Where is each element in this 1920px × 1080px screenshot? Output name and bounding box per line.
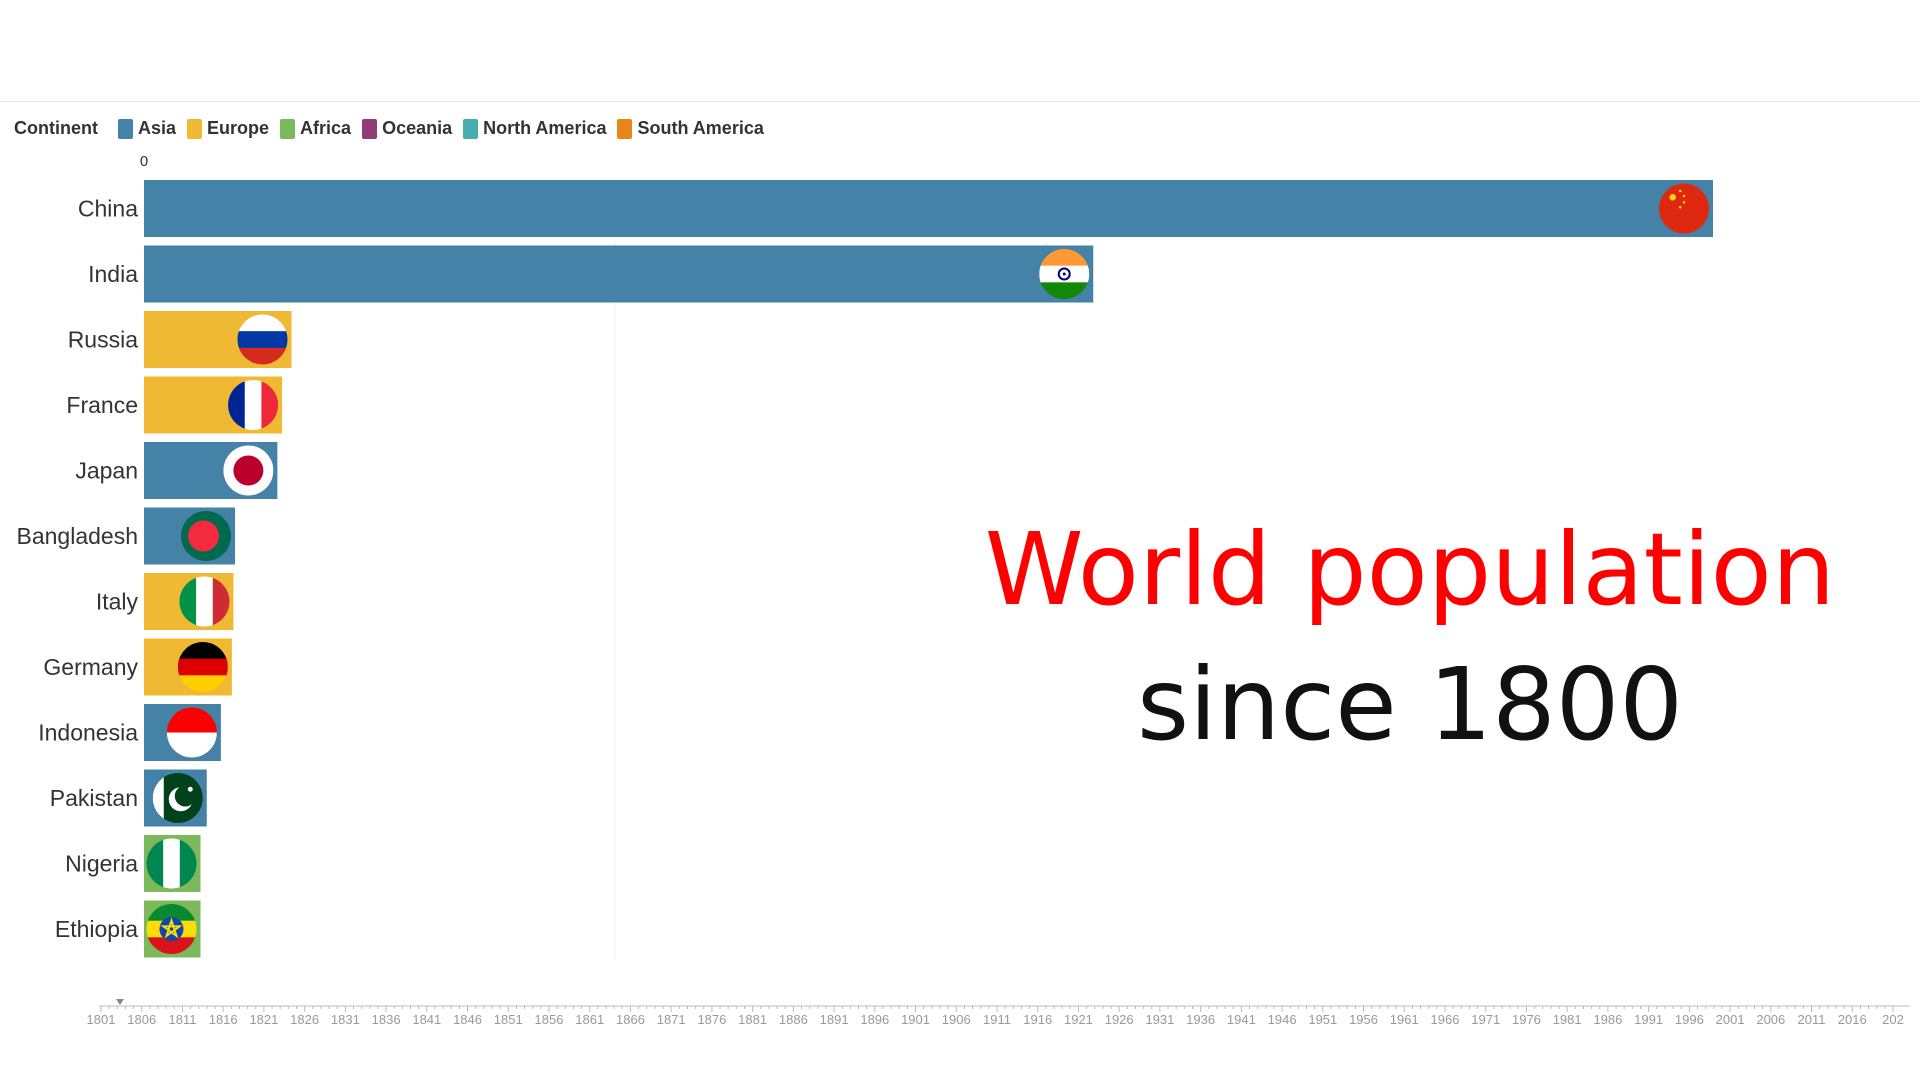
timeline-tick-label: 202: [1882, 1012, 1904, 1027]
timeline-tick-label: 1956: [1349, 1012, 1378, 1027]
timeline-tick-label: 1926: [1105, 1012, 1134, 1027]
timeline-tick-label: 1946: [1268, 1012, 1297, 1027]
timeline-tick-label: 1876: [697, 1012, 726, 1027]
timeline-tick-label: 1816: [209, 1012, 238, 1027]
timeline-handle-icon[interactable]: [116, 999, 124, 1005]
timeline-tick-label: 1986: [1593, 1012, 1622, 1027]
bar-group[interactable]: Nigeria: [65, 835, 200, 892]
timeline-tick-label: 1921: [1064, 1012, 1093, 1027]
bar-group[interactable]: Indonesia: [38, 704, 221, 761]
timeline-tick-label: 2016: [1838, 1012, 1867, 1027]
category-label: Bangladesh: [17, 523, 139, 549]
timeline-tick-label: 1966: [1431, 1012, 1460, 1027]
timeline-tick-label: 1901: [901, 1012, 930, 1027]
timeline-tick-label: 1991: [1634, 1012, 1663, 1027]
bar-group[interactable]: Bangladesh: [17, 508, 236, 565]
bar-china[interactable]: [144, 180, 1713, 237]
category-label: Nigeria: [65, 851, 138, 877]
bar-group[interactable]: Germany: [43, 639, 231, 696]
timeline-tick-label: 1896: [860, 1012, 889, 1027]
timeline-tick-label: 1806: [127, 1012, 156, 1027]
timeline-tick-label: 1886: [779, 1012, 808, 1027]
timeline-tick-label: 1831: [331, 1012, 360, 1027]
title-line-1: World population: [960, 510, 1860, 630]
timeline-tick-label: 1996: [1675, 1012, 1704, 1027]
category-label: Germany: [43, 654, 138, 680]
bar-group[interactable]: China: [78, 180, 1713, 237]
timeline-tick-label: 1911: [983, 1012, 1011, 1027]
pakistan-flag-icon: [153, 773, 203, 823]
category-label: China: [78, 196, 138, 222]
timeline-tick-label: 1821: [249, 1012, 278, 1027]
title-line-2: since 1800: [960, 645, 1860, 765]
timeline-tick-label: 1906: [942, 1012, 971, 1027]
category-label: Russia: [68, 327, 139, 353]
timeline-tick-label: 2001: [1716, 1012, 1745, 1027]
timeline-tick-label: 1916: [1023, 1012, 1052, 1027]
timeline-tick-label: 1931: [1145, 1012, 1174, 1027]
timeline-tick-label: 1936: [1186, 1012, 1215, 1027]
timeline-tick-label: 1881: [738, 1012, 767, 1027]
overlay-title: World population since 1800: [960, 510, 1860, 765]
timeline-tick-label: 1841: [412, 1012, 441, 1027]
timeline-tick-label: 1826: [290, 1012, 319, 1027]
timeline-tick-label: 1891: [820, 1012, 849, 1027]
timeline-tick-label: 1866: [616, 1012, 645, 1027]
timeline-axis[interactable]: 1801 1806 1811 1816 1821 1826 1831 1836 1841 1846…: [87, 999, 1910, 1027]
timeline-tick-label: 1951: [1308, 1012, 1337, 1027]
timeline-tick-label: 1861: [575, 1012, 604, 1027]
bar-india[interactable]: [144, 246, 1093, 303]
bar-group[interactable]: Japan: [75, 442, 277, 499]
timeline-tick-label: 1846: [453, 1012, 482, 1027]
category-label: France: [66, 392, 138, 418]
china-flag-icon: [1659, 184, 1709, 234]
bar-group[interactable]: Russia: [68, 311, 292, 368]
timeline-tick-label: 1836: [372, 1012, 401, 1027]
bar-group[interactable]: Ethiopia: [55, 901, 201, 958]
bangladesh-flag-icon: [181, 511, 231, 561]
category-label: India: [88, 261, 138, 287]
timeline-tick-label: 1976: [1512, 1012, 1541, 1027]
timeline-tick-label: 1941: [1227, 1012, 1256, 1027]
timeline-tick-label: 1971: [1471, 1012, 1500, 1027]
timeline-tick-label: 1981: [1553, 1012, 1582, 1027]
timeline-tick-label: 1811: [168, 1012, 196, 1027]
timeline-tick-label: 1871: [657, 1012, 686, 1027]
timeline-tick-label: 2006: [1756, 1012, 1785, 1027]
timeline-tick-label: 2011: [1798, 1012, 1826, 1027]
timeline-tick-label: 1856: [535, 1012, 564, 1027]
bar-group[interactable]: Italy: [96, 573, 234, 630]
category-label: Ethiopia: [55, 916, 138, 942]
bar-group[interactable]: India: [88, 246, 1093, 303]
japan-flag-icon: [223, 446, 273, 496]
category-label: Pakistan: [50, 785, 138, 811]
timeline-tick-label: 1851: [494, 1012, 523, 1027]
axis-zero-label: 0: [140, 153, 148, 170]
timeline-tick-label: 1961: [1390, 1012, 1419, 1027]
bar-group[interactable]: France: [66, 377, 282, 434]
category-label: Japan: [75, 458, 138, 484]
category-label: Italy: [96, 589, 139, 615]
category-label: Indonesia: [38, 720, 138, 746]
timeline-tick-label: 1801: [87, 1012, 116, 1027]
bar-group[interactable]: Pakistan: [50, 770, 207, 827]
